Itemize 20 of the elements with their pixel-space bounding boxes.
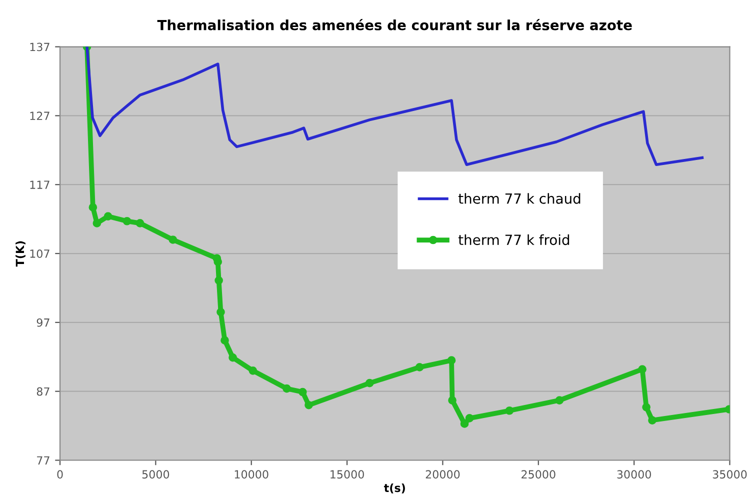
x-tick-label: 25000: [522, 470, 556, 479]
x-tick-label: 35000: [712, 470, 747, 479]
x-tick-label: 0: [57, 470, 63, 479]
x-tick-label: 5000: [142, 470, 170, 479]
y-tick-label: 137: [30, 42, 50, 52]
y-tick-label: 87: [36, 387, 50, 396]
y-axis-title: T(K): [16, 241, 26, 267]
y-tick-label: 77: [37, 456, 50, 464]
x-tick-label: 10000: [234, 470, 268, 479]
x-tick-label: 30000: [617, 470, 652, 479]
x-tick-label: 15000: [330, 470, 364, 479]
legend-label: therm 77 k chaud: [458, 193, 580, 204]
y-tick-label: 107: [30, 249, 50, 258]
x-tick-label: 20000: [426, 470, 460, 479]
chart-title: Thermalisation des amenées de courant sur la réserve azote: [157, 19, 632, 30]
x-axis-title: t(s): [384, 484, 405, 494]
y-tick-label: 97: [36, 318, 50, 327]
legend-label: therm 77 k froid: [458, 234, 570, 246]
y-tick-label: 127: [30, 112, 50, 120]
y-tick-label: 117: [30, 180, 50, 189]
